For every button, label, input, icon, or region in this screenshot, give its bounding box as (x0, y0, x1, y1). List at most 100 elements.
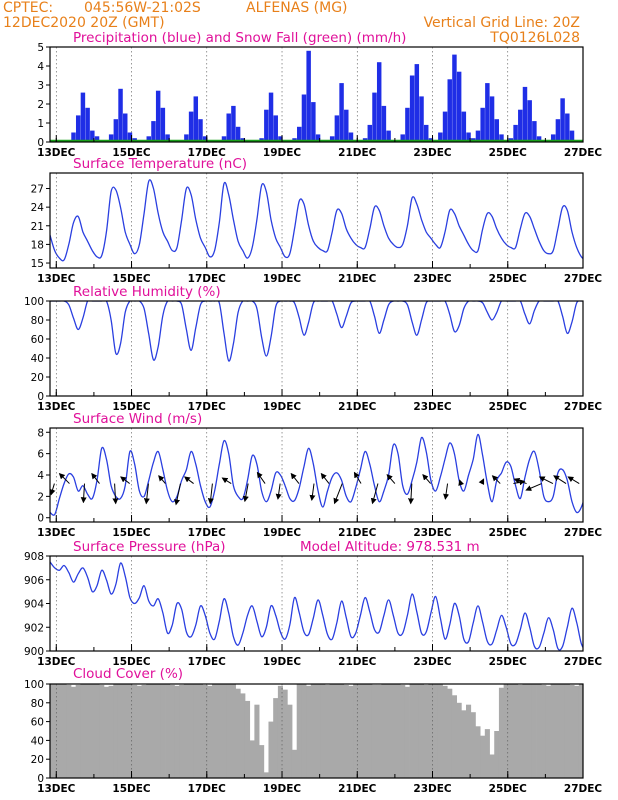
cloud-ytick-label: 80 (31, 698, 44, 710)
pressure-xtick-label: 15DEC (112, 656, 151, 668)
cloud-bar (569, 684, 575, 778)
precip-xtick-label: 13DEC (37, 147, 76, 159)
humidity-xtick-label: 21DEC (338, 401, 377, 413)
cloud-bar (390, 684, 396, 778)
humidity-xtick-label: 15DEC (112, 401, 151, 413)
precip-bar (311, 102, 316, 142)
wind-xtick-label: 15DEC (112, 527, 151, 539)
temperature-xtick-label: 15DEC (112, 273, 151, 285)
wind-arrow (143, 483, 150, 505)
precip-bar (598, 57, 602, 143)
cloud-bar (132, 684, 138, 778)
wind-panel: Surface Wind (m/s) 0 2 4 6 8 13DEC 15DEC 17DEC 19… (37, 411, 602, 539)
cloud-bar (503, 684, 509, 778)
precip-bar (438, 132, 443, 142)
temperature-xtick-label: 25DEC (489, 273, 528, 285)
cloud-bar (612, 684, 617, 778)
precip-bar (202, 136, 208, 142)
cloud-bar (268, 721, 274, 778)
wind-arrow (370, 483, 379, 505)
cloud-bar (513, 684, 519, 778)
cloud-bar (122, 684, 128, 778)
cloud-bar (306, 685, 312, 778)
cloud-bar (578, 684, 583, 778)
cloud-bar (607, 684, 612, 778)
precip-bar (565, 113, 570, 142)
pressure-subtitle: Model Altitude: 978.531 m (300, 539, 480, 555)
precip-bar (198, 119, 203, 142)
cloud-bar (442, 685, 448, 778)
header-code: TQ0126L028 (489, 30, 580, 46)
cloud-bar (282, 689, 288, 778)
wind-arrow (538, 476, 554, 484)
precip-bar (603, 98, 607, 142)
cloud-bar (103, 686, 109, 778)
cloud-bar (179, 684, 185, 778)
pressure-xtick-label: 25DEC (489, 656, 528, 668)
cloud-bar (334, 684, 340, 778)
precip-bar (165, 134, 170, 142)
precip-ytick-label: 1 (37, 118, 44, 130)
precip-bar (94, 136, 100, 142)
cloud-bar (545, 685, 552, 778)
wind-line (50, 433, 583, 516)
temperature-plot (50, 179, 583, 262)
precip-ytick-label: 2 (37, 99, 44, 111)
wind-arrow (458, 479, 465, 486)
pressure-panel: Surface Pressure (hPa) Model Altitude: 97… (24, 539, 603, 668)
precip-bar (550, 134, 556, 142)
humidity-xtick-label: 19DEC (263, 401, 302, 413)
cloud-bar (339, 684, 345, 778)
temperature-frame (49, 172, 584, 269)
cloud-bar (183, 684, 189, 778)
cloud-bar (85, 684, 91, 778)
wind-arrow (58, 472, 70, 484)
cloud-bar (353, 684, 359, 778)
wind-arrow (207, 483, 214, 505)
precip-frame (49, 46, 584, 143)
cloud-bar (437, 684, 443, 778)
cloud-bar (89, 684, 95, 778)
cloud-bar (160, 684, 166, 778)
pressure-plot (50, 561, 583, 651)
wind-arrow (407, 483, 414, 505)
cloud-bar (395, 684, 401, 778)
temperature-ytick-label: 18 (31, 239, 44, 251)
cloud-bar (480, 735, 486, 778)
precip-bar (386, 130, 391, 142)
cloud-bar (386, 684, 392, 778)
cloud-bar (216, 684, 222, 778)
precip-bar (108, 134, 114, 142)
cloud-bar (348, 685, 354, 778)
cloud-bar (376, 684, 382, 778)
cloud-bar (423, 684, 429, 778)
cloud-bar (522, 684, 528, 778)
cloud-bar (226, 684, 232, 778)
precip-bar (569, 130, 575, 142)
cloud-bar (193, 684, 199, 778)
precip-ytick-label: 5 (37, 42, 44, 54)
precip-bar (522, 86, 528, 142)
humidity-xtick-label: 13DEC (37, 401, 76, 413)
humidity-line (50, 301, 583, 362)
cloud-bar (541, 684, 547, 778)
cloud-bar (371, 684, 378, 778)
temperature-ytick-label: 24 (31, 202, 45, 214)
cloud-bar (414, 684, 420, 778)
precip-bar (489, 96, 495, 142)
cloud-ytick-label: 60 (31, 717, 44, 729)
precip-bar (90, 130, 95, 142)
wind-arrow (112, 483, 119, 505)
precip-bar (367, 124, 373, 142)
pressure-xtick-label: 21DEC (338, 656, 377, 668)
pressure-ytick-label: 900 (24, 646, 44, 658)
cloud-bar (555, 684, 561, 778)
temperature-ytick-label: 27 (31, 184, 44, 196)
cloud-bar (136, 685, 142, 778)
cloud-bar (475, 726, 481, 778)
cloud-bar (169, 684, 175, 778)
cloud-bar (75, 684, 81, 778)
pressure-xtick-label: 27DEC (564, 656, 603, 668)
precip-bar (188, 111, 194, 142)
precip-xtick-label: 23DEC (413, 147, 452, 159)
